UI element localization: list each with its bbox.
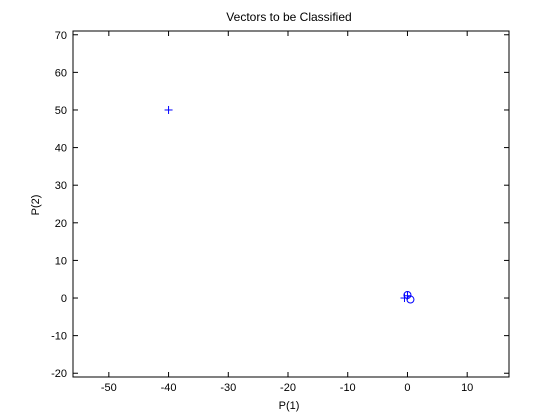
y-tick-label: 10 [55,255,67,267]
x-tick-label: -30 [220,382,236,394]
plus-marker [164,105,173,114]
axis-ticks: -50 -40 -30 -20 -10 0 10 -20 -10 0 10 20 30 40 50 60 70 [51,30,509,394]
x-tick-label: 0 [404,382,410,394]
x-tick-label: -40 [161,382,177,394]
x-tick-label: -10 [340,382,356,394]
x-axis-label: P(1) [279,400,300,412]
y-tick-label: 0 [61,293,67,305]
y-tick-label: 60 [55,67,67,79]
y-tick-label: 20 [55,218,67,230]
circle-marker [406,295,415,304]
chart-title: Vectors to be Classified [226,10,351,24]
data-markers [164,105,415,304]
y-tick-label: 40 [55,143,67,155]
plot-area [72,30,510,378]
y-tick-label: -10 [51,331,67,343]
y-tick-label: -20 [51,368,67,380]
x-tick-label: 10 [461,382,473,394]
x-tick-label: -20 [280,382,296,394]
y-tick-label: 30 [55,180,67,192]
y-tick-label: 70 [55,30,67,42]
y-tick-label: 50 [55,105,67,117]
y-axis-label: P(2) [30,195,42,216]
x-tick-label: -50 [101,382,117,394]
